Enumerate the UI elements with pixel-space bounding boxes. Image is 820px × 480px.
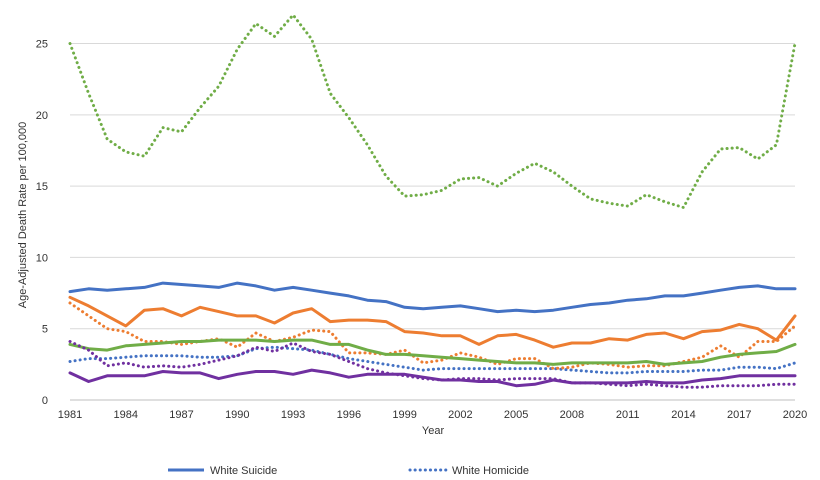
y-tick-label: 10 <box>36 252 48 264</box>
y-axis-title: Age-Adjusted Death Rate per 100,000 <box>17 122 29 309</box>
series-lines <box>68 13 797 389</box>
x-tick-label: 1999 <box>392 409 416 421</box>
x-axis-title: Year <box>422 425 445 437</box>
x-tick-label: 1993 <box>281 409 305 421</box>
x-tick-label: 1984 <box>114 409 138 421</box>
x-tick-label: 1990 <box>225 409 249 421</box>
x-tick-label: 2011 <box>616 409 640 421</box>
legend-label: White Suicide <box>210 465 277 477</box>
x-tick-label: 1981 <box>58 409 82 421</box>
legend: White Suicide White Homicide <box>168 465 529 477</box>
x-tick-label: 2020 <box>783 409 807 421</box>
series-line-7 <box>68 368 797 388</box>
series-line-5 <box>68 338 797 366</box>
x-tick-label: 2008 <box>560 409 584 421</box>
x-tick-labels: 1981 1984 1987 1990 1993 1996 1999 2002 2005 2008… <box>58 409 807 421</box>
x-tick-label: 2005 <box>504 409 528 421</box>
y-tick-label: 25 <box>36 39 48 51</box>
series-line-8 <box>68 340 797 389</box>
x-tick-label: 2017 <box>727 409 751 421</box>
series-line-3 <box>68 295 797 349</box>
series-line-1 <box>68 281 797 314</box>
series-line-6 <box>68 13 797 209</box>
x-tick-label: 2002 <box>448 409 472 421</box>
y-tick-labels: 0 5 10 15 20 25 <box>36 39 48 407</box>
series-line-2 <box>68 345 797 375</box>
y-tick-label: 20 <box>36 110 48 122</box>
x-tick-label: 1987 <box>169 409 193 421</box>
legend-label: White Homicide <box>452 465 529 477</box>
y-tick-label: 0 <box>42 395 48 407</box>
y-tick-label: 15 <box>36 181 48 193</box>
gridlines <box>70 43 795 401</box>
y-tick-label: 5 <box>42 324 48 336</box>
x-tick-label: 1996 <box>337 409 361 421</box>
x-tick-label: 2014 <box>671 409 695 421</box>
